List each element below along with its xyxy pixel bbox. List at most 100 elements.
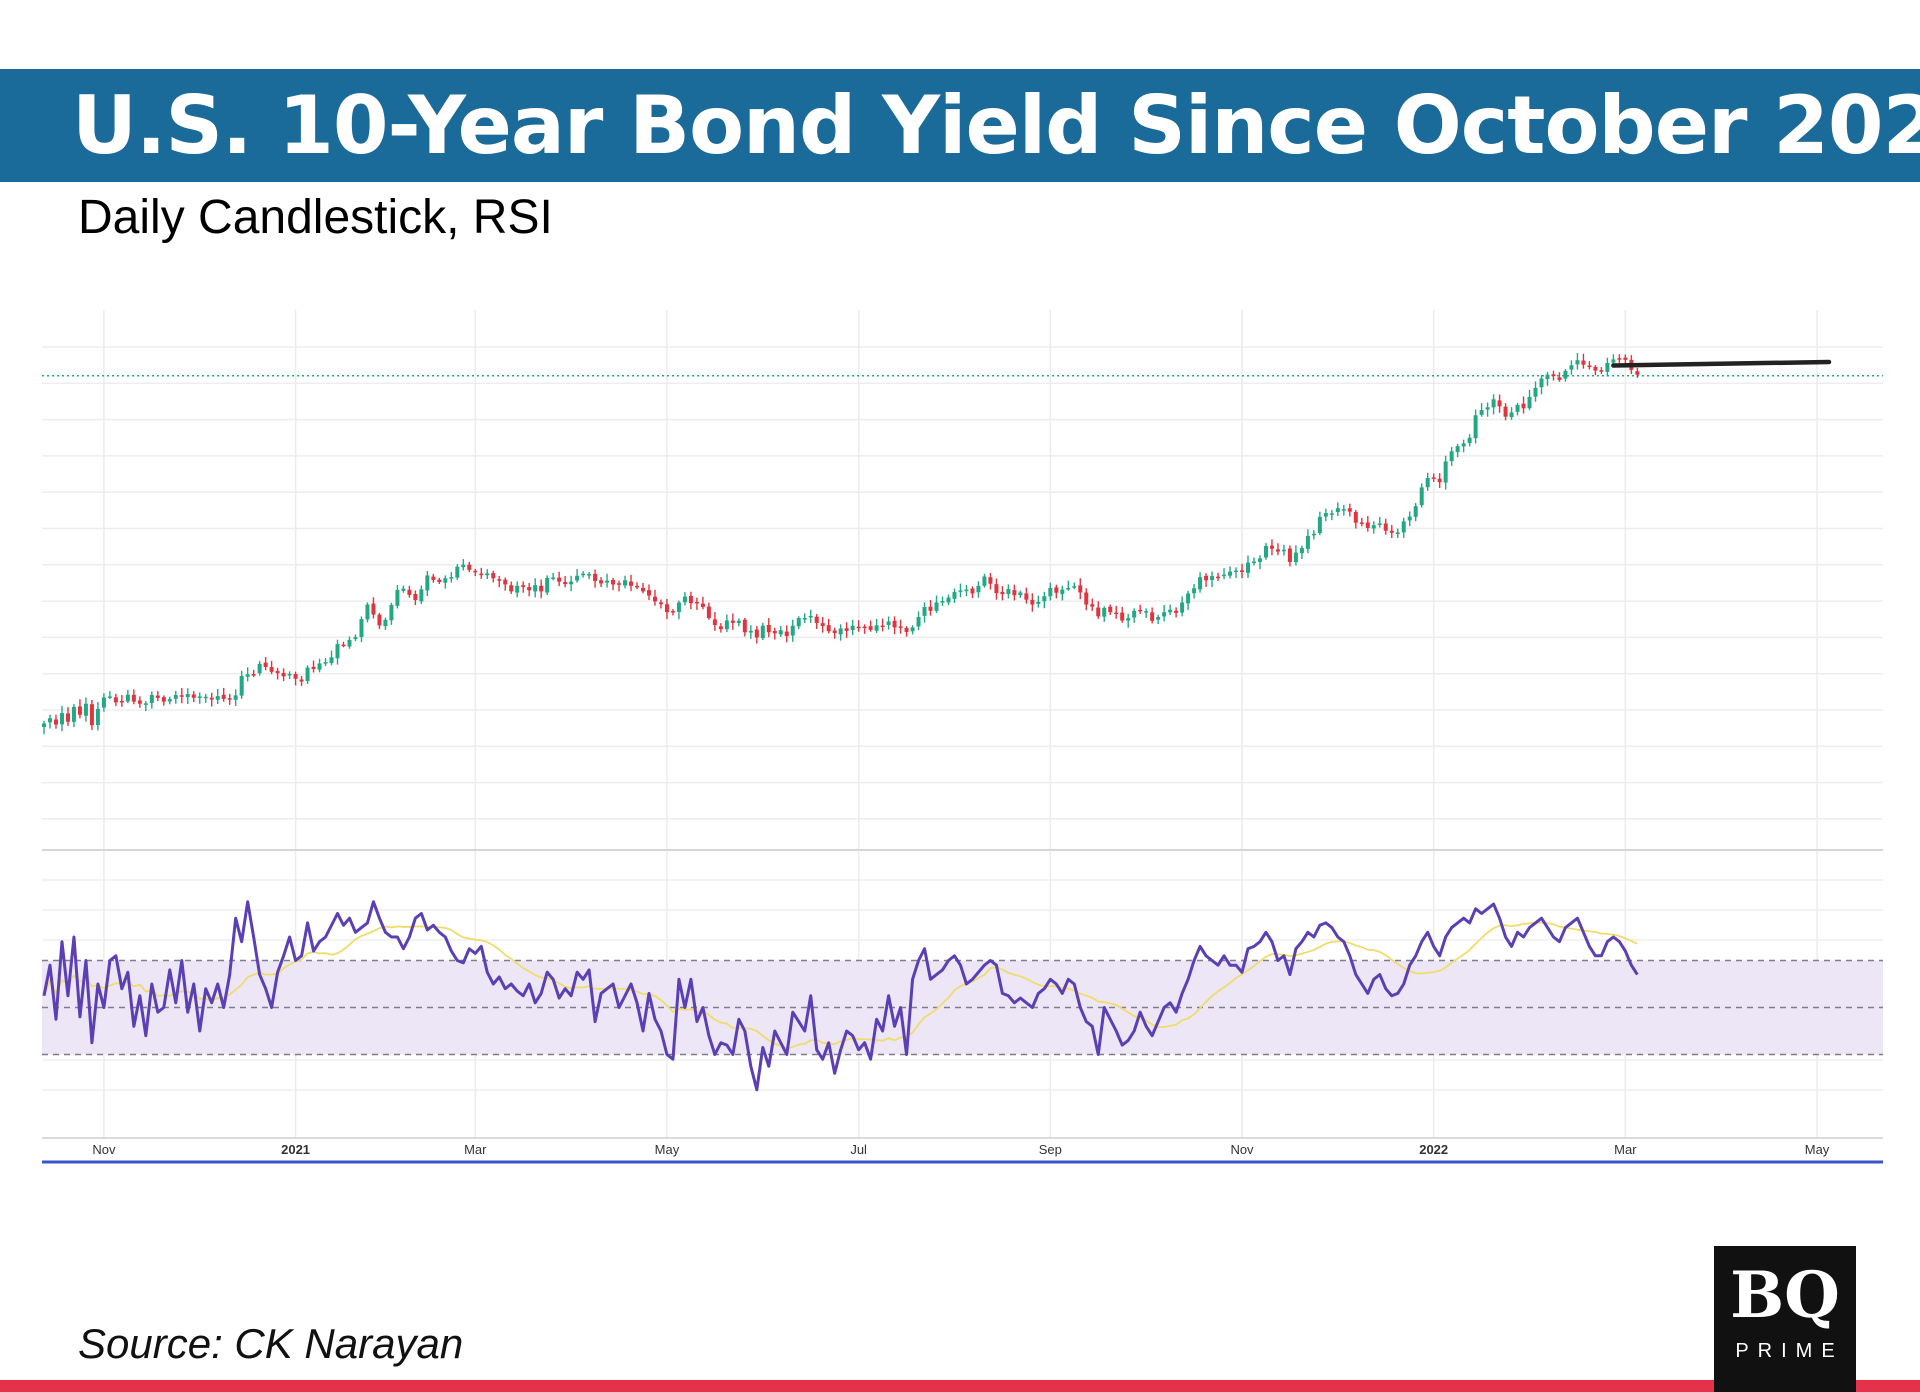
candle-body [203, 696, 208, 699]
candle-body [784, 631, 789, 637]
logo-wordmark: BQ [1730, 1258, 1840, 1333]
candle-body [1168, 609, 1173, 613]
candle-body [527, 587, 532, 591]
candle-body [557, 577, 562, 582]
candle-body [832, 630, 837, 633]
candle-body [257, 663, 262, 674]
candle-body [1611, 359, 1616, 363]
candle-body [563, 582, 568, 585]
candle-body [1557, 377, 1562, 380]
bottom-rule [0, 1380, 1920, 1392]
x-tick-label: 2021 [281, 1142, 310, 1157]
candle-body [269, 667, 274, 672]
candle-body [191, 694, 196, 698]
candle-body [1359, 522, 1364, 524]
candle-body [185, 694, 190, 698]
candle-body [419, 589, 424, 602]
candle-body [605, 580, 610, 583]
candle-body [676, 602, 681, 612]
candle-body [1353, 512, 1358, 523]
candle-body [113, 697, 118, 703]
candle-body [1401, 521, 1406, 533]
candle-body [389, 604, 394, 621]
candle-body [215, 696, 220, 700]
candle-body [71, 706, 76, 722]
candle-body [850, 625, 855, 631]
candle-body [53, 719, 58, 725]
candle-body [778, 630, 783, 635]
candle-body [1198, 577, 1203, 590]
candle-body [593, 573, 598, 581]
candle-body [77, 706, 82, 715]
candle-body [353, 637, 358, 640]
candle-body [161, 697, 166, 702]
candle-body [1216, 576, 1221, 579]
candle-body [1575, 360, 1580, 365]
candle-body [1587, 365, 1592, 368]
candle-body [712, 619, 717, 626]
candle-body [1437, 478, 1442, 483]
candle-body [623, 580, 628, 586]
candle-body [1413, 506, 1418, 517]
candle-body [299, 679, 304, 682]
candle-body [641, 587, 645, 592]
candle-body [868, 626, 873, 630]
candle-body [1599, 370, 1604, 372]
candle-body [233, 695, 238, 700]
title-bar: U.S. 10-Year Bond Yield Since October 20… [0, 69, 1920, 182]
candle-body [1293, 552, 1298, 563]
candle-body [1347, 508, 1352, 512]
candle-body [664, 604, 669, 613]
candle-body [1234, 570, 1239, 573]
candle-body [617, 583, 622, 585]
candle-body [395, 590, 400, 606]
candle-body [1491, 399, 1496, 408]
candle-body [323, 662, 328, 664]
candle-body [1150, 612, 1155, 621]
candle-body [1084, 592, 1089, 605]
candle-body [1269, 545, 1274, 549]
candle-body [1545, 374, 1550, 380]
candle-body [1449, 451, 1454, 462]
candle-body [1431, 477, 1436, 479]
candle-body [1371, 525, 1376, 529]
candle-body [826, 625, 831, 632]
candle-body [844, 628, 849, 631]
candlestick-series [42, 353, 1640, 735]
candle-body [89, 704, 94, 726]
candle-body [1467, 437, 1472, 444]
candle-body [1509, 412, 1514, 418]
candle-body [1323, 513, 1328, 517]
candle-body [317, 663, 322, 670]
candle-body [1018, 592, 1023, 596]
candle-body [1485, 407, 1490, 410]
candle-body [700, 603, 705, 607]
candle-body [137, 700, 142, 704]
candle-body [1245, 562, 1250, 573]
candle-body [1365, 522, 1370, 528]
candle-body [1000, 591, 1005, 595]
x-tick-label: Nov [1230, 1142, 1254, 1157]
candle-body [760, 625, 765, 639]
candle-body [934, 602, 939, 611]
candle-body [515, 585, 520, 593]
candle-body [1407, 516, 1412, 521]
candle-body [1419, 487, 1424, 506]
candle-body [1617, 358, 1622, 360]
x-tick-label: Sep [1039, 1142, 1062, 1157]
candle-body [42, 723, 46, 727]
candle-body [1593, 366, 1598, 371]
candle-body [904, 627, 909, 632]
x-axis: Nov 2021 Mar May Jul Sep Nov 2022 Mar May [42, 1137, 1883, 1164]
candle-body [149, 695, 154, 703]
candle-body [994, 584, 999, 594]
candle-body [736, 620, 741, 624]
candle-body [1090, 604, 1095, 607]
candle-body [1156, 617, 1161, 620]
candle-body [1066, 587, 1071, 590]
candle-body [1012, 590, 1017, 596]
candle-body [1054, 587, 1059, 593]
candle-body [706, 606, 711, 619]
candle-body [1030, 599, 1035, 605]
candle-body [1102, 608, 1107, 617]
